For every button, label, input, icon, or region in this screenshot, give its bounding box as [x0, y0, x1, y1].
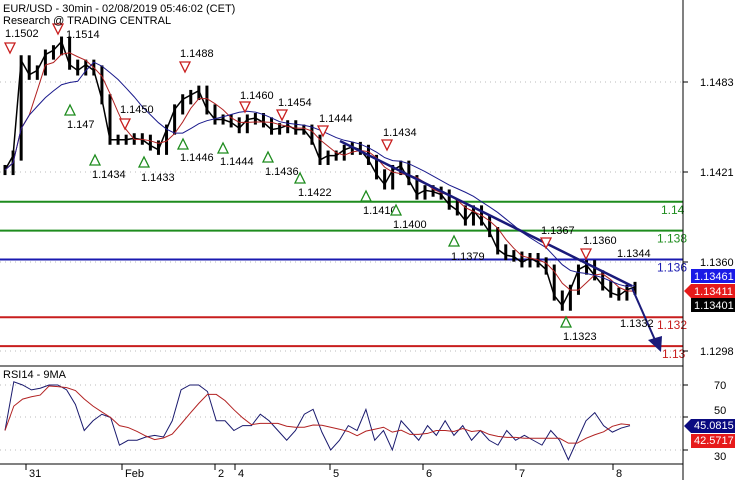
triangle-up-icon: [559, 315, 573, 328]
triangle-down-icon: [178, 61, 192, 74]
pivot-label: 1.1444: [319, 113, 353, 125]
support-resistance-levels: 1.14 1.138 1.136 1.132 1.13: [0, 200, 687, 361]
pivot-label: 1.1400: [393, 219, 427, 231]
pivot-label: 1.1434: [383, 127, 417, 139]
chart-subtitle: Research @ TRADING CENTRAL: [3, 15, 171, 27]
triangle-up-icon: [261, 150, 275, 163]
rsi-tick-label: 50: [714, 405, 726, 417]
triangle-up-icon: [63, 103, 77, 116]
pivot-label: 1.1410: [363, 205, 397, 217]
pivot-label: 1.1502: [5, 28, 39, 40]
pivot-label: 1.1446: [180, 152, 214, 164]
triangle-down-icon: [380, 139, 394, 152]
triangle-up-icon: [216, 141, 230, 154]
pivot-label: 1.1433: [141, 172, 175, 184]
rsi-title: RSI14 - 9MA: [3, 369, 67, 381]
pivot-label: 1.1514: [66, 29, 100, 41]
chart-title: EUR/USD - 30min - 02/08/2019 05:46:02 (C…: [3, 3, 235, 15]
pivot-label: 1.1379: [451, 251, 485, 263]
triangle-down-icon: [316, 125, 330, 138]
x-tick-label: 7: [519, 468, 525, 480]
x-tick-label: 8: [616, 468, 622, 480]
triangle-down-icon: [579, 248, 593, 261]
y-tick-label: 1.1421: [700, 167, 734, 179]
rsi-tick-label: 30: [714, 451, 726, 463]
price-tag-bg: [691, 298, 735, 312]
pivot-label: 1.147: [67, 119, 95, 131]
pivot-label: 1.1434: [92, 169, 126, 181]
x-tick-label: 2: [218, 468, 224, 480]
triangle-up-icon: [293, 171, 307, 184]
pivot-label: 1.1488: [180, 48, 214, 60]
price-axis: 1.1483 1.1421 1.1360 1.1298 70 50 30: [683, 77, 734, 463]
price-tags: 1.13461 1.13411 1.13401 45.0815 42.5717: [684, 269, 735, 448]
y-tick-label: 1.1360: [700, 257, 734, 269]
x-tick-label: 31: [29, 468, 41, 480]
pivot-label: 1.1454: [278, 97, 312, 109]
time-axis: 31 Feb 2 4 5 6 7 8: [25, 464, 622, 480]
price-tag-bg: [684, 284, 735, 298]
rsi-pane: [4, 381, 631, 461]
y-tick-label: 1.1483: [700, 77, 734, 89]
x-tick-label: Feb: [125, 468, 144, 480]
pivot-label: 1.1422: [298, 187, 332, 199]
level-label: 1.132: [657, 318, 687, 332]
pivot-label: 1.1436: [265, 166, 299, 178]
pivot-label: 1.1444: [220, 156, 254, 168]
x-tick-label: 4: [238, 468, 244, 480]
triangle-down-icon: [275, 109, 289, 122]
price-tag: 1.13411: [694, 286, 733, 298]
forecast-arrow-shaft: [631, 287, 656, 341]
price-tag: 1.13461: [694, 271, 734, 283]
forecast-arrow-head-icon: [648, 336, 662, 352]
triangle-up-icon: [389, 203, 403, 216]
rsi-tag-bg: [684, 419, 735, 433]
pivot-label: 1.1460: [240, 90, 274, 102]
pivot-label: 1.1323: [563, 331, 597, 343]
pivot-label: 1.1332: [620, 318, 654, 330]
price-tag-bg: [691, 269, 735, 283]
triangle-down-icon: [3, 42, 17, 55]
pivot-label: 1.1367: [541, 225, 575, 237]
level-label: 1.136: [657, 260, 687, 274]
short-ma-line: [4, 52, 636, 292]
pivot-label: 1.1344: [617, 248, 651, 260]
level-label: 1.14: [661, 203, 685, 217]
pivot-label: 1.1360: [583, 235, 617, 247]
pivot-label: 1.1450: [120, 104, 154, 116]
triangle-up-icon: [359, 189, 373, 202]
rsi-tag-bg: [691, 434, 735, 448]
level-label: 1.13: [662, 347, 686, 361]
triangle-down-icon: [118, 118, 132, 131]
triangle-down-icon: [539, 237, 553, 250]
triangle-down-icon: [51, 23, 65, 36]
price-bars: [3, 36, 637, 311]
rsi-tick-label: 70: [714, 380, 726, 392]
trendline: [339, 139, 662, 352]
downtrend-line: [339, 139, 633, 288]
level-label: 1.138: [657, 232, 687, 246]
x-tick-label: 5: [333, 468, 339, 480]
price-tag: 1.13401: [694, 300, 734, 312]
triangle-up-icon: [176, 137, 190, 150]
triangle-down-icon: [238, 101, 252, 114]
triangle-up-icon: [88, 153, 102, 166]
rsi-tag: 42.5717: [694, 435, 734, 447]
triangle-up-icon: [137, 155, 151, 168]
rsi-ma-line: [4, 385, 631, 444]
pivot-markers: 1.1502 1.1514 1.147 1.1450 1.1434 1.1433 1.148…: [3, 23, 654, 343]
rsi-tag: 45.0815: [694, 420, 734, 432]
y-tick-label: 1.1298: [700, 346, 734, 358]
x-tick-label: 6: [426, 468, 432, 480]
triangle-up-icon: [447, 234, 461, 247]
